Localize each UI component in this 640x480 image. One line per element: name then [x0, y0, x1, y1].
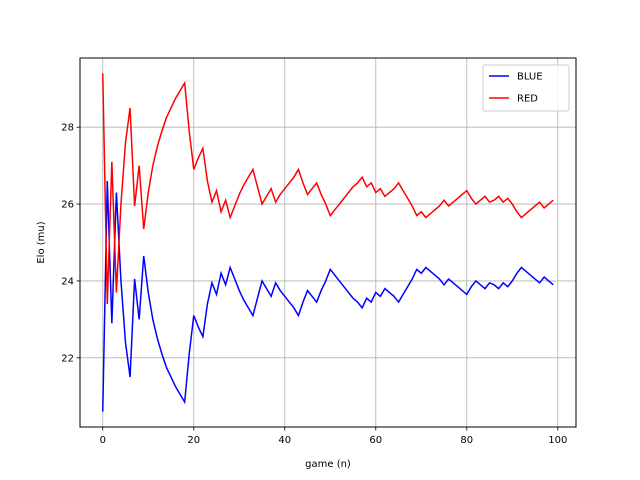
legend-label-red: RED — [517, 94, 538, 105]
series-line-red — [102, 73, 554, 305]
x-tick-label: 40 — [278, 435, 291, 446]
legend: BLUE RED — [482, 64, 570, 112]
grid — [80, 58, 576, 427]
y-tick-label: 22 — [61, 353, 74, 364]
y-tick-label: 24 — [61, 276, 74, 287]
x-tick-label: 0 — [100, 435, 106, 446]
x-axis-label: game (n) — [305, 459, 351, 470]
y-tick-label: 26 — [61, 200, 74, 211]
x-tick-label: 100 — [548, 435, 567, 446]
plot-frame — [79, 57, 577, 428]
x-tick-label: 80 — [460, 435, 473, 446]
series-line-blue — [102, 180, 554, 412]
legend-label-blue: BLUE — [517, 72, 543, 83]
y-axis-label: Elo (mu) — [36, 221, 47, 263]
series-lines — [102, 73, 554, 412]
y-tick-label: 28 — [61, 123, 74, 134]
x-tick-label: 60 — [369, 435, 382, 446]
x-tick-label: 20 — [187, 435, 200, 446]
axis-ticks: 0 20 40 60 80 100 22 24 26 28 — [61, 123, 567, 446]
